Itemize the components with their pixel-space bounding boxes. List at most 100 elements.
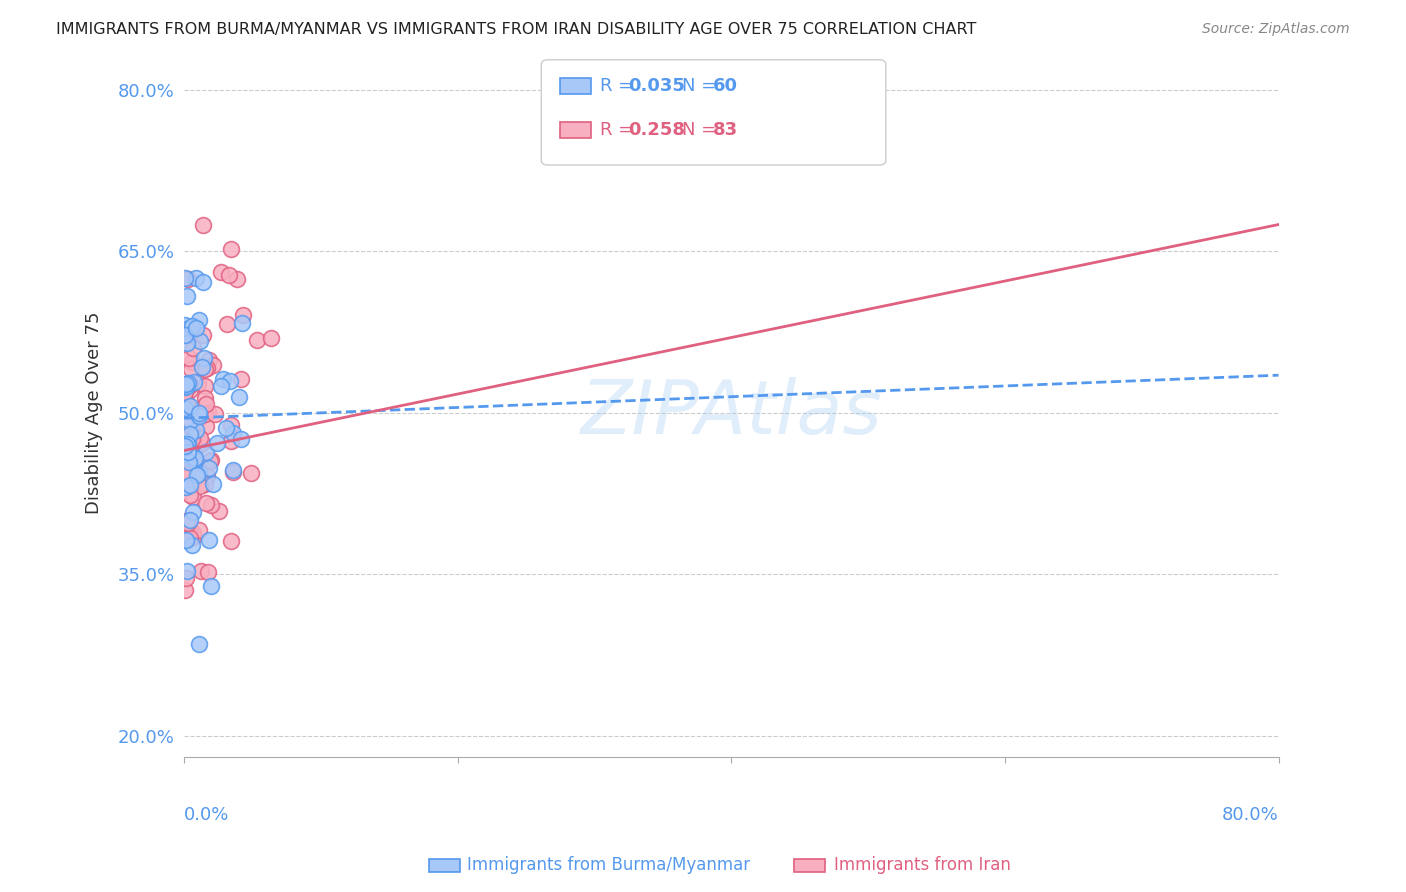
Text: 60: 60 [713,77,738,95]
Point [212,372,235,386]
Point [246,333,269,347]
Point [174,270,197,285]
Point [219,417,242,432]
Point [181,355,204,369]
Point [187,409,209,424]
Point [176,437,198,451]
Point [183,434,205,448]
Point [188,334,211,348]
Point [260,331,283,345]
Point [200,453,222,467]
Point [176,564,198,578]
Point [219,434,242,448]
Point [193,328,215,343]
Point [179,377,201,392]
Point [176,378,198,392]
Point [174,471,197,485]
Point [190,564,212,578]
Point [222,463,245,477]
Point [231,433,253,447]
Point [174,571,197,585]
Point [176,445,198,459]
Text: N =: N = [682,77,721,95]
Point [187,458,209,473]
Point [221,534,243,549]
Point [183,452,205,467]
Point [208,504,231,518]
Point [202,477,225,491]
Point [174,480,197,494]
Point [179,383,201,397]
Point [219,374,242,388]
Point [174,402,197,417]
Point [176,379,198,393]
Point [174,425,197,440]
Point [181,450,204,464]
Point [176,322,198,336]
Point [179,442,201,457]
Text: ZIPAtlas: ZIPAtlas [581,376,882,449]
Point [180,362,202,376]
Point [179,401,201,416]
Text: IMMIGRANTS FROM BURMA/MYANMAR VS IMMIGRANTS FROM IRAN DISABILITY AGE OVER 75 COR: IMMIGRANTS FROM BURMA/MYANMAR VS IMMIGRA… [56,22,977,37]
Point [176,516,198,530]
Point [179,351,201,365]
Point [174,327,197,342]
Point [180,478,202,492]
Text: 0.0%: 0.0% [184,805,229,823]
Text: Immigrants from Burma/Myanmar: Immigrants from Burma/Myanmar [467,856,749,874]
Point [232,308,254,322]
Point [197,565,219,579]
Point [181,439,204,453]
Point [180,463,202,477]
Text: 80.0%: 80.0% [1222,805,1278,823]
Point [177,529,200,543]
Text: R =: R = [600,121,640,139]
Point [194,361,217,376]
Text: Source: ZipAtlas.com: Source: ZipAtlas.com [1202,22,1350,37]
Point [188,437,211,451]
Point [181,341,204,355]
Point [198,454,221,468]
Point [191,360,214,375]
Y-axis label: Disability Age Over 75: Disability Age Over 75 [86,311,103,514]
Point [217,318,239,332]
Point [174,439,197,453]
Point [188,405,211,419]
Point [177,435,200,450]
Point [194,378,217,392]
Point [179,513,201,527]
Point [174,417,197,432]
Point [184,450,207,465]
Point [187,376,209,391]
Point [200,579,222,593]
Point [187,439,209,453]
Point [209,265,232,279]
Point [188,411,211,425]
Point [179,450,201,464]
Point [209,378,232,392]
Point [174,582,197,597]
Point [198,461,221,475]
Point [215,421,238,435]
Point [179,487,201,501]
Point [219,242,242,256]
Point [184,271,207,285]
Point [183,375,205,389]
Point [176,272,198,286]
Point [174,533,197,548]
Point [186,423,208,437]
Text: 0.035: 0.035 [628,77,685,95]
Point [195,361,218,376]
Point [231,316,253,330]
Point [176,462,198,476]
Point [229,372,252,386]
Point [194,496,217,510]
Point [188,432,211,446]
Point [179,531,201,545]
Point [179,478,201,492]
Point [202,358,225,372]
Point [188,312,211,326]
Point [197,533,219,548]
Point [174,318,197,332]
